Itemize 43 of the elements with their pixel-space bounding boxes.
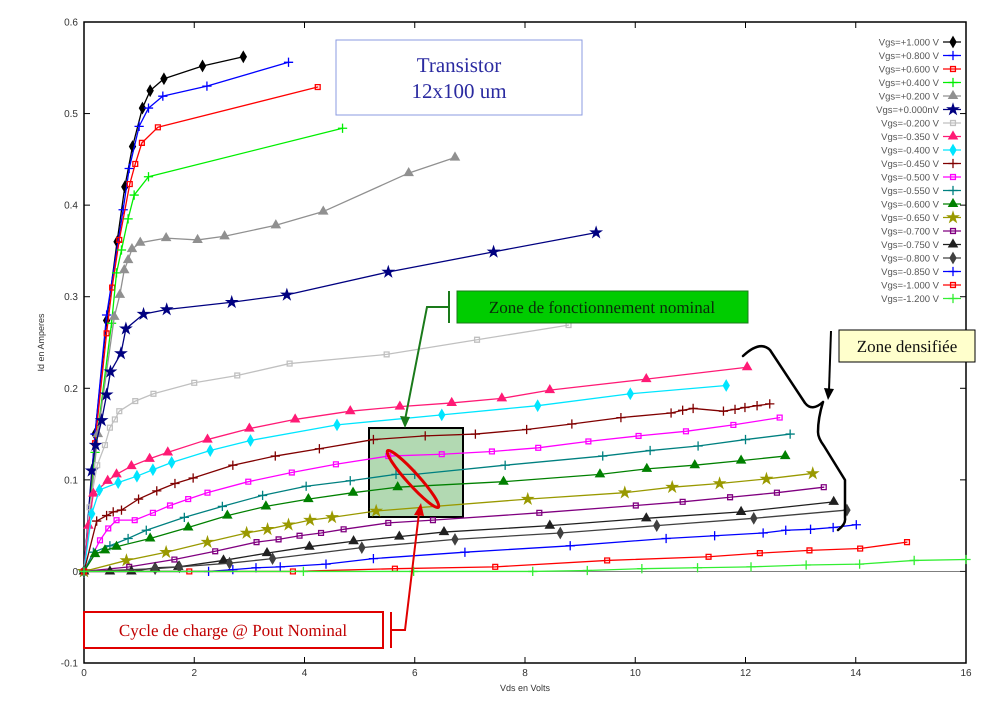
x-tick-label: 2 xyxy=(191,668,198,679)
legend-label: Vgs=+0.400 V xyxy=(878,78,940,89)
legend-label: Vgs=-0.400 V xyxy=(881,146,940,156)
x-tick-label: 16 xyxy=(960,668,972,679)
y-tick-label: 0.4 xyxy=(64,200,78,212)
legend-label: Vgs=-0.200 V xyxy=(881,118,940,130)
x-tick-label: 8 xyxy=(522,668,528,679)
x-tick-label: 4 xyxy=(302,668,308,679)
x-tick-label: 14 xyxy=(850,668,862,679)
annotation: Cycle de charge @ Pout Nominal xyxy=(118,621,348,640)
legend-label: Vgs=-0.600 V xyxy=(881,200,940,210)
x-tick-label: 6 xyxy=(412,668,418,679)
legend-label: Vgs=+0.000nV xyxy=(876,105,940,116)
legend-label: Vgs=-0.550 V xyxy=(881,186,940,197)
legend-label: Vgs=+1.000 V xyxy=(878,38,940,48)
legend-label: Vgs=-0.750 V xyxy=(881,240,940,251)
y-tick-label: 0.1 xyxy=(64,475,78,486)
x-tick-label: 10 xyxy=(630,668,642,679)
legend-label: Vgs=-0.700 V xyxy=(881,226,940,238)
y-tick-label: 0.5 xyxy=(64,109,78,120)
y-tick-label: 0 xyxy=(72,566,78,578)
x-tick-label: 0 xyxy=(81,668,88,679)
legend-label: Vgs=-0.500 V xyxy=(881,172,940,184)
x-axis-title: Vds en Volts xyxy=(500,683,551,693)
legend-label: Vgs=+0.600 V xyxy=(878,64,940,76)
legend-label: Vgs=+0.200 V xyxy=(878,92,940,102)
y-tick-label: -0.1 xyxy=(60,658,78,670)
y-tick-label: 0.6 xyxy=(64,18,78,28)
y-axis-title: Id en Amperes xyxy=(36,312,46,372)
y-tick-label: 0.3 xyxy=(64,292,78,304)
legend-label: Vgs=-0.800 V xyxy=(881,254,940,264)
legend-label: Vgs=-0.850 V xyxy=(881,267,940,278)
legend-label: Vgs=-0.350 V xyxy=(881,132,940,143)
annotation: Zone de fonctionnement nominal xyxy=(488,298,716,317)
legend-label: Vgs=-1.000 V xyxy=(881,280,940,292)
legend-label: Vgs=-1.200 V xyxy=(881,294,940,305)
legend-label: Vgs=-0.450 V xyxy=(881,159,940,170)
annotation: Zone densifiée xyxy=(856,337,958,356)
legend-label: Vgs=+0.800 V xyxy=(878,51,940,62)
annotation: Transistor 12x100 um xyxy=(411,53,507,103)
y-tick-label: 0.2 xyxy=(64,384,78,395)
x-tick-label: 12 xyxy=(740,668,752,679)
legend-label: Vgs=-0.650 V xyxy=(881,213,940,224)
